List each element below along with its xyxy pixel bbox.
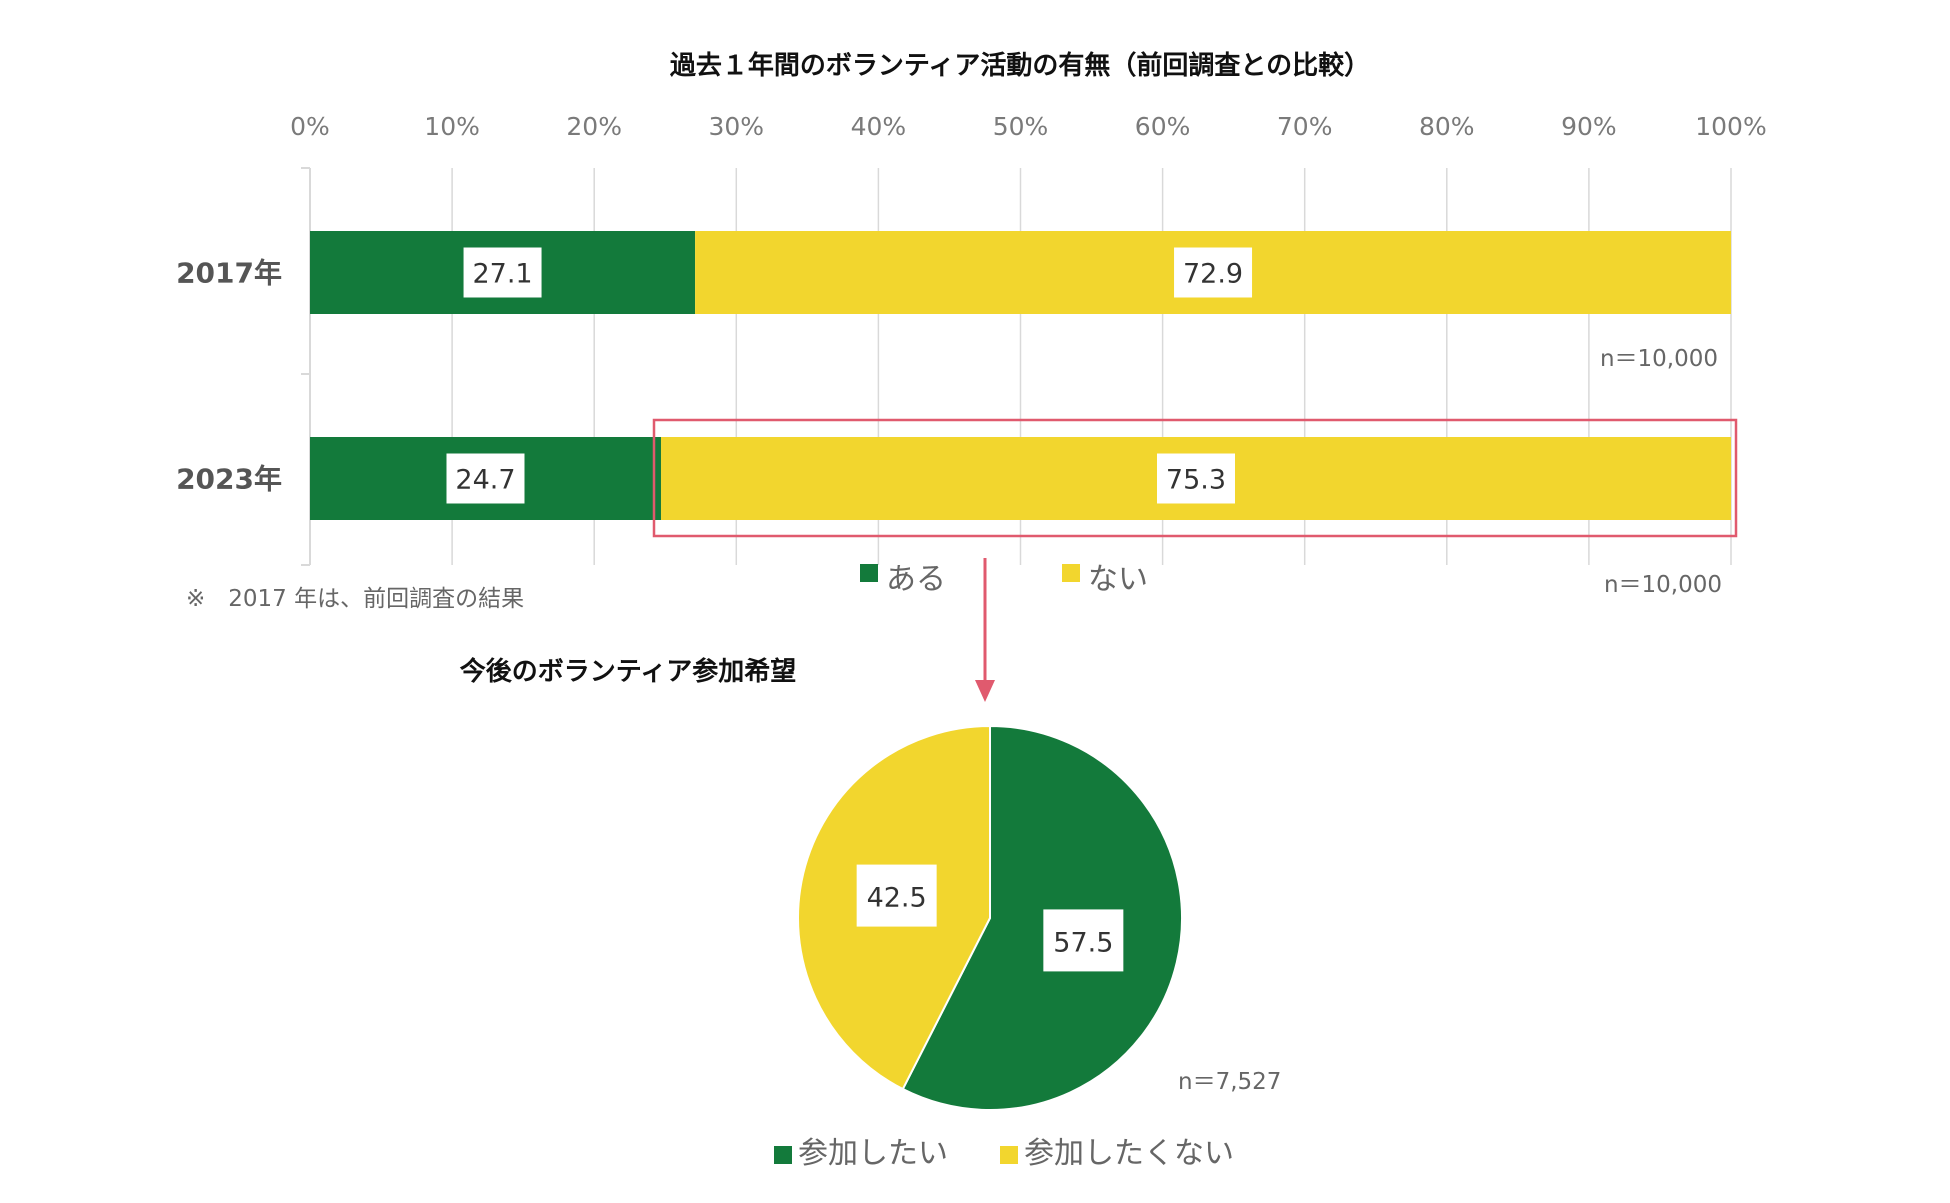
x-tick-label: 40% xyxy=(851,112,907,141)
pie-chart-title: 今後のボランティア参加希望 xyxy=(460,656,796,687)
data-label: 75.3 xyxy=(1166,465,1226,496)
highlight-box xyxy=(652,418,1738,538)
pie-label-box xyxy=(856,864,937,927)
legend-label-nai: ない xyxy=(1088,562,1148,597)
category-label: 2023年 xyxy=(176,463,282,496)
bar-chart-categories: 2017年 2023年 xyxy=(176,257,282,496)
pie-sample-size: n＝7,527 xyxy=(1178,1069,1281,1095)
legend-swatch-nai xyxy=(1062,564,1080,582)
legend-label-want: 参加したい xyxy=(798,1136,948,1171)
pie-data-label: 57.5 xyxy=(1053,927,1113,958)
bar-chart-x-ticks: 0% 10% 20% 30% 40% 50% 60% 70% 80% 90% 100% xyxy=(290,112,1767,141)
data-label: 27.1 xyxy=(472,259,532,290)
data-label-box xyxy=(446,453,525,504)
x-tick-label: 70% xyxy=(1277,112,1333,141)
data-label-box xyxy=(1174,247,1253,298)
x-tick-label: 80% xyxy=(1419,112,1475,141)
bar-chart-bars xyxy=(310,231,1731,520)
x-tick-label: 60% xyxy=(1135,112,1191,141)
pie-data-label: 42.5 xyxy=(867,883,927,914)
pie-label-box xyxy=(1043,909,1124,972)
x-tick-label: 0% xyxy=(290,112,330,141)
sample-size-2023: n＝10,000 xyxy=(1604,572,1722,598)
legend-label-aru: ある xyxy=(886,562,946,597)
bar-chart-title: 過去１年間のボランティア活動の有無（前回調査との比較） xyxy=(670,50,1370,81)
legend-swatch-aru xyxy=(860,564,878,582)
x-tick-label: 30% xyxy=(709,112,765,141)
legend-swatch-not-want xyxy=(1000,1146,1018,1164)
legend-swatch-want xyxy=(774,1146,792,1164)
x-tick-label: 20% xyxy=(566,112,622,141)
pie-slice xyxy=(901,724,1183,1111)
x-tick-label: 10% xyxy=(424,112,480,141)
bar-chart-data-labels: 27.1 72.9 24.7 75.3 xyxy=(446,247,1253,504)
pie-chart-slices xyxy=(797,724,1183,1111)
data-label-box xyxy=(463,247,542,298)
x-tick-label: 50% xyxy=(993,112,1049,141)
data-label: 72.9 xyxy=(1183,259,1243,290)
x-tick-label: 100% xyxy=(1695,112,1766,141)
legend-label-not-want: 参加したくない xyxy=(1024,1136,1234,1171)
footnote: ※ 2017 年は、前回調査の結果 xyxy=(186,586,524,612)
category-label: 2017年 xyxy=(176,257,282,290)
data-label: 24.7 xyxy=(455,465,515,496)
x-tick-label: 90% xyxy=(1561,112,1617,141)
arrow-head-icon xyxy=(975,680,995,702)
pie-chart-data-labels: 57.5 42.5 xyxy=(856,864,1124,972)
sample-size-2017: n＝10,000 xyxy=(1600,346,1718,372)
data-label-box xyxy=(1156,453,1235,504)
